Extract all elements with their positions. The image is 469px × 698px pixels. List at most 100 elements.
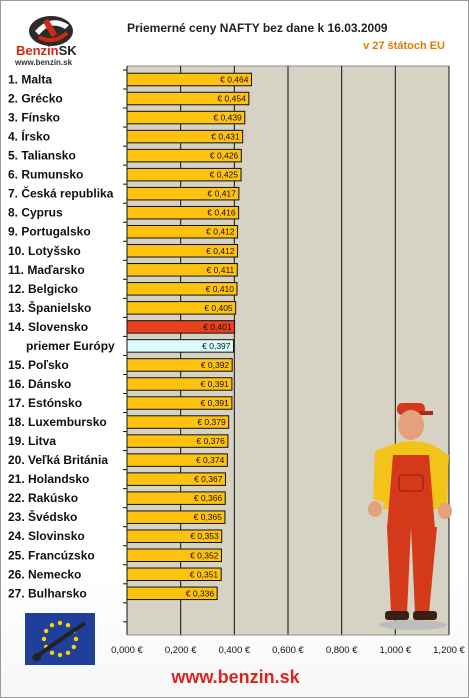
bar-value-label: € 0,391	[201, 398, 230, 408]
bar	[126, 339, 235, 353]
category-label: 5. Taliansko	[8, 149, 76, 163]
eu-star-icon	[65, 622, 71, 628]
bar-value-label: € 0,365	[194, 512, 223, 522]
bar	[126, 129, 244, 144]
bar	[126, 148, 242, 163]
bar	[126, 358, 233, 372]
eu-star-icon	[57, 652, 63, 658]
bar	[126, 205, 240, 220]
bar	[126, 586, 218, 601]
category-label: 26. Nemecko	[8, 567, 81, 581]
bar	[126, 263, 238, 277]
eu-star-icon	[57, 620, 63, 626]
category-label: 11. Maďarsko	[8, 263, 85, 277]
bar	[126, 472, 226, 486]
bar-value-label: € 0,425	[210, 170, 239, 180]
category-label: 20. Veľká Británia	[8, 453, 108, 467]
bar-value-label: € 0,426	[210, 151, 239, 161]
category-label: 4. Írsko	[8, 129, 50, 144]
bar	[126, 282, 238, 296]
bar	[126, 244, 239, 258]
bar	[126, 396, 233, 410]
benzin-logo-icon	[17, 11, 87, 67]
bar-value-label: € 0,416	[207, 208, 236, 218]
logo-brand-suffix: SK	[58, 43, 77, 58]
x-tick-label: 0,600 €	[272, 645, 304, 656]
bar	[126, 377, 233, 391]
chart-title: Priemerné ceny NAFTY bez dane k 16.03.20…	[127, 21, 388, 35]
bar-value-label: € 0,417	[208, 189, 237, 199]
bar-value-label: € 0,454	[217, 94, 246, 104]
category-label: 1. Malta	[8, 73, 52, 87]
bar-value-label: € 0,379	[197, 417, 226, 427]
eu-star-icon	[41, 636, 47, 642]
bar-value-label: € 0,391	[201, 379, 230, 389]
bar-value-label: € 0,352	[190, 550, 219, 560]
bar	[126, 453, 228, 467]
category-label: 18. Luxembursko	[8, 415, 107, 429]
bar-value-label: € 0,374	[196, 455, 225, 465]
category-label: 6. Rumunsko	[8, 168, 83, 182]
category-label: 22. Rakúsko	[8, 491, 78, 505]
category-label: 13. Španielsko	[8, 300, 91, 315]
category-label: 17. Estónsko	[8, 396, 82, 410]
category-label: 14. Slovensko	[8, 320, 88, 334]
bar-value-label: € 0,397	[202, 341, 231, 351]
bar-value-label: € 0,412	[206, 227, 235, 237]
bar	[126, 510, 226, 524]
category-label: 27. Bulharsko	[8, 586, 87, 600]
bar-value-label: € 0,439	[213, 113, 242, 123]
bar-value-label: € 0,351	[190, 569, 219, 579]
category-label: 7. Česká republika	[8, 186, 114, 201]
bar	[126, 91, 250, 106]
category-label: 12. Belgicko	[8, 282, 78, 296]
category-label: 3. Fínsko	[8, 111, 60, 125]
bar	[126, 491, 226, 505]
x-tick-label: 0,400 €	[218, 645, 250, 656]
bar	[126, 548, 222, 562]
eu-star-icon	[43, 628, 49, 634]
footer-url: www.benzin.sk	[171, 667, 300, 687]
bar-value-label: € 0,376	[197, 436, 226, 446]
bar	[126, 72, 253, 87]
bar	[126, 529, 223, 543]
bar-value-label: € 0,405	[204, 303, 233, 313]
logo-url: www.benzin.sk	[15, 58, 73, 67]
x-tick-label: 0,200 €	[165, 645, 197, 656]
bar-value-label: € 0,412	[206, 246, 235, 256]
bar-value-label: € 0,392	[201, 360, 230, 370]
bar	[126, 167, 242, 182]
bar	[126, 186, 240, 201]
eu-flag-icon	[25, 613, 95, 665]
category-label: 9. Portugalsko	[8, 225, 91, 239]
bar-value-label: € 0,367	[194, 474, 223, 484]
category-label: 8. Cyprus	[8, 206, 63, 220]
bar-value-label: € 0,411	[207, 265, 235, 275]
bar	[126, 110, 246, 125]
eu-star-icon	[73, 636, 79, 642]
eu-star-icon	[49, 650, 55, 656]
bar-value-label: € 0,401	[203, 322, 232, 332]
bar-value-label: € 0,366	[194, 493, 223, 503]
bar-value-label: € 0,353	[190, 531, 219, 541]
logo-brand-text: Benzin	[16, 43, 59, 58]
bar-value-label: € 0,464	[220, 75, 249, 85]
category-label: 21. Holandsko	[8, 472, 89, 486]
x-tick-label: 0,000 €	[111, 645, 143, 656]
bar	[126, 320, 236, 334]
logo-brand: BenzinSK	[16, 43, 77, 58]
category-label: 24. Slovinsko	[8, 529, 85, 543]
eu-star-icon	[65, 650, 71, 656]
bar	[126, 224, 239, 239]
category-label: 2. Grécko	[8, 92, 63, 106]
bar	[126, 415, 230, 429]
category-label: 19. Litva	[8, 434, 56, 448]
eu-star-icon	[49, 622, 55, 628]
category-label: 10. Lotyšsko	[8, 244, 81, 258]
chart-subtitle: v 27 štátoch EU	[363, 40, 445, 52]
fuel-attendant-mascot-icon	[361, 399, 461, 631]
category-label: 23. Švédsko	[8, 509, 77, 524]
bar	[126, 434, 229, 448]
